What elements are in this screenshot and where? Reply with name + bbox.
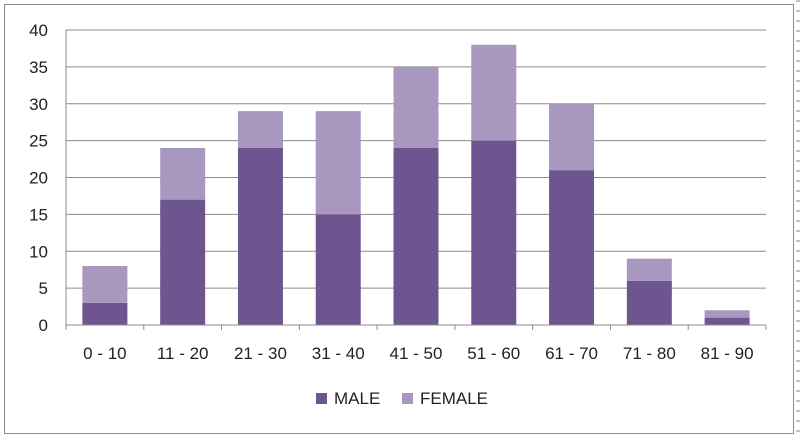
axes xyxy=(65,30,767,330)
y-tick-labels: 0 5 10 15 20 25 30 35 40 xyxy=(29,21,48,335)
x-tick-label: 81 - 90 xyxy=(701,344,754,363)
bar-male xyxy=(626,280,672,325)
bar-male xyxy=(82,302,128,325)
legend-swatch-male xyxy=(316,393,327,404)
y-tick-label: 40 xyxy=(29,21,48,40)
y-tick-label: 25 xyxy=(29,132,48,151)
bar-male xyxy=(393,148,439,325)
legend-swatch-female xyxy=(402,393,413,404)
page-edge-marks xyxy=(796,0,800,440)
bars xyxy=(82,44,750,325)
x-tick-label: 11 - 20 xyxy=(157,344,209,363)
legend-label-male: MALE xyxy=(334,389,380,408)
x-tick-label: 51 - 60 xyxy=(467,344,520,363)
bar-male xyxy=(237,148,283,325)
bar-male xyxy=(160,199,206,325)
bar-female xyxy=(549,103,595,171)
bar-female xyxy=(82,266,128,303)
bar-male xyxy=(315,214,361,325)
y-tick-label: 30 xyxy=(29,95,48,114)
bar-male xyxy=(704,317,750,325)
bar-female xyxy=(315,111,361,215)
x-tick-label: 31 - 40 xyxy=(312,344,365,363)
x-tick-label: 21 - 30 xyxy=(234,344,287,363)
legend-label-female: FEMALE xyxy=(420,389,488,408)
bar-female xyxy=(471,44,517,141)
x-tick-label: 61 - 70 xyxy=(545,344,598,363)
bar-female xyxy=(626,258,672,281)
legend: MALE FEMALE xyxy=(316,389,488,408)
bar-female xyxy=(393,66,439,148)
y-tick-label: 15 xyxy=(29,205,48,224)
y-tick-label: 0 xyxy=(39,316,48,335)
x-tick-label: 0 - 10 xyxy=(83,344,126,363)
bar-male xyxy=(549,170,595,325)
x-tick-label: 71 - 80 xyxy=(623,344,676,363)
y-tick-label: 35 xyxy=(29,58,48,77)
bar-female xyxy=(160,148,206,200)
x-tick-labels: 0 - 10 11 - 20 21 - 30 31 - 40 41 - 50 51 - 6… xyxy=(83,344,753,363)
bar-male xyxy=(471,140,517,325)
bar-female xyxy=(237,111,283,148)
y-tick-label: 20 xyxy=(29,169,48,188)
x-tick-label: 41 - 50 xyxy=(390,344,443,363)
y-tick-label: 10 xyxy=(29,242,48,261)
bar-female xyxy=(704,310,750,318)
y-tick-label: 5 xyxy=(39,279,48,298)
